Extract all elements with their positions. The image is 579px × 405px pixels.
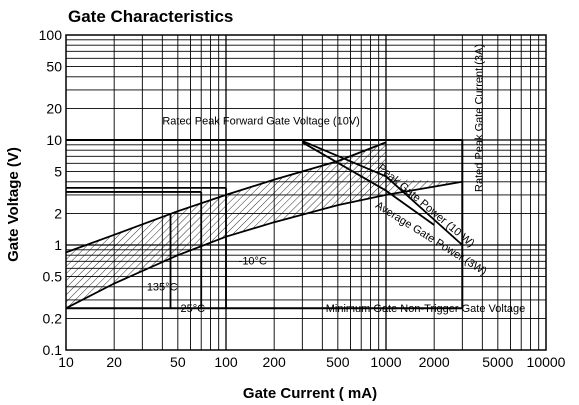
x-axis-label: Gate Current ( mA): [243, 385, 377, 402]
series-lines: [65, 139, 464, 310]
y-tick-label: 0.5: [43, 269, 63, 285]
series-line: [65, 180, 463, 310]
y-tick-label: 10: [46, 132, 62, 148]
x-tick-label: 5000: [482, 354, 513, 370]
y-axis-label: Gate Voltage (V): [5, 147, 22, 262]
y-tick-label: 2: [54, 205, 62, 221]
annotation-label: Minimum Gate Non-Trigger Gate Voltage: [326, 303, 526, 315]
annotation-label: -10°C: [239, 256, 267, 268]
annotation-label: 25°C: [181, 303, 206, 315]
x-tick-label: 100: [214, 354, 238, 370]
x-tick-label: 20: [106, 354, 122, 370]
trigger-region-hatch: [66, 142, 463, 309]
y-tick-label: 50: [46, 59, 62, 75]
x-tick-label: 50: [170, 354, 186, 370]
chart-title: Gate Characteristics: [68, 7, 233, 26]
series-line: [301, 140, 463, 246]
x-tick-label: 10000: [527, 354, 566, 370]
tick-labels: 10 20 50 100 200 500 1000 2000 5000 10000 0.1 0.2 0.…: [39, 27, 566, 370]
annotation-label: 135°C: [147, 281, 178, 293]
annotation-label: Rated Peak Forward Gate Voltage (10V): [162, 116, 359, 128]
y-tick-label: 0.2: [43, 310, 63, 326]
x-tick-label: 500: [326, 354, 350, 370]
x-tick-label: 200: [262, 354, 286, 370]
x-tick-label: 1000: [370, 354, 401, 370]
y-tick-label: 1: [54, 237, 62, 253]
y-tick-label: 100: [39, 27, 63, 43]
y-tick-label: 0.1: [43, 342, 63, 358]
x-tick-label: 2000: [419, 354, 450, 370]
annotation-label: Rated Peak Gate Current (3A): [473, 44, 485, 192]
y-tick-label: 20: [46, 100, 62, 116]
y-tick-label: 5: [54, 164, 62, 180]
series-line: [301, 141, 435, 226]
hatched-trigger-area: [66, 142, 463, 309]
x-tick-label: 10: [58, 354, 74, 370]
